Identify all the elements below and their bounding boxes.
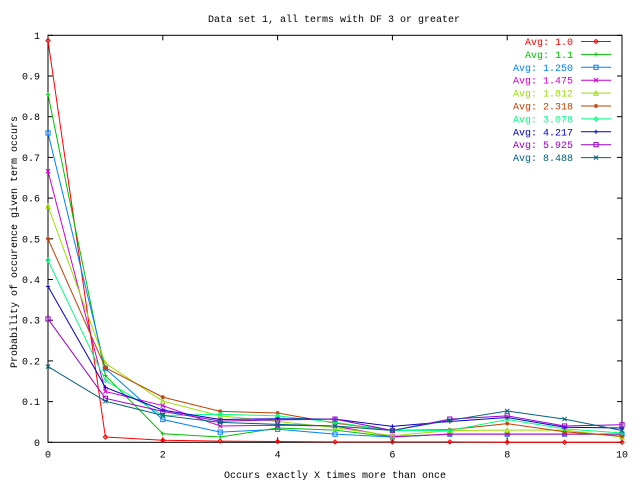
- svg-text:Data set 1, all terms with DF: Data set 1, all terms with DF 3 or great…: [208, 14, 460, 26]
- svg-text:Avg: 8.488: Avg: 8.488: [513, 154, 573, 165]
- svg-text:0.4: 0.4: [22, 276, 40, 287]
- svg-text:0.5: 0.5: [22, 235, 40, 246]
- svg-text:8: 8: [504, 450, 510, 461]
- svg-text:0.9: 0.9: [22, 73, 40, 84]
- svg-text:Avg: 3.078: Avg: 3.078: [513, 115, 573, 126]
- svg-text:0.1: 0.1: [22, 398, 40, 409]
- svg-text:Avg: 1.250: Avg: 1.250: [513, 64, 573, 75]
- svg-text:Avg: 1.475: Avg: 1.475: [513, 77, 573, 88]
- svg-text:Avg: 1.812: Avg: 1.812: [513, 90, 573, 101]
- svg-text:0.2: 0.2: [22, 357, 40, 368]
- svg-text:Avg: 5.925: Avg: 5.925: [513, 141, 573, 152]
- svg-text:0.6: 0.6: [22, 195, 40, 206]
- svg-text:6: 6: [389, 450, 395, 461]
- svg-text:Occurs exactly X times more th: Occurs exactly X times more than once: [224, 470, 446, 480]
- svg-text:10: 10: [616, 450, 628, 461]
- svg-text:Avg: 1.1: Avg: 1.1: [525, 51, 573, 62]
- svg-text:1: 1: [34, 32, 40, 43]
- svg-text:0.3: 0.3: [22, 317, 40, 328]
- svg-text:Avg: 1.0: Avg: 1.0: [525, 38, 573, 49]
- svg-text:2: 2: [160, 450, 166, 461]
- svg-text:0: 0: [34, 439, 40, 450]
- svg-text:Probability of occurence given: Probability of occurence given term occu…: [9, 116, 21, 368]
- svg-text:Avg: 4.217: Avg: 4.217: [513, 128, 573, 139]
- svg-text:0.7: 0.7: [22, 154, 40, 165]
- svg-text:Avg: 2.318: Avg: 2.318: [513, 103, 573, 114]
- svg-text:0.8: 0.8: [22, 113, 40, 124]
- svg-text:4: 4: [275, 450, 281, 461]
- svg-text:0: 0: [45, 450, 51, 461]
